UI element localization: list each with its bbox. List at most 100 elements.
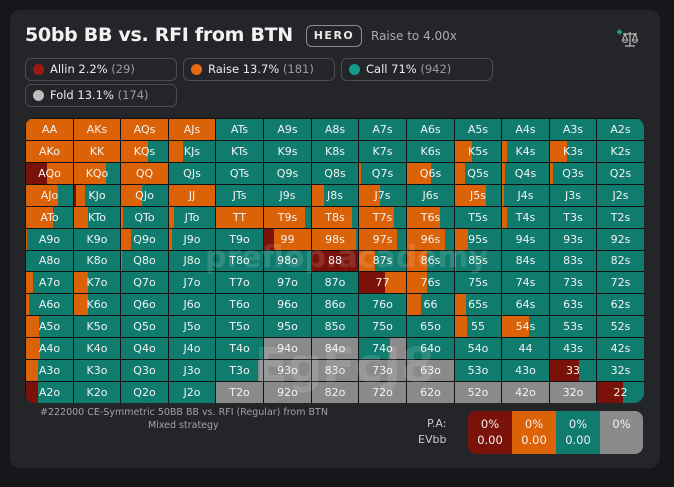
hand-cell[interactable]: 64s <box>502 294 549 315</box>
hand-cell[interactable]: 63s <box>550 294 596 315</box>
hand-cell[interactable]: 42o <box>502 382 549 403</box>
hand-cell[interactable]: J7o <box>169 272 215 293</box>
hand-cell[interactable]: 94o <box>264 338 311 359</box>
hand-cell[interactable]: 96s <box>407 229 454 250</box>
hand-cell[interactable]: 52s <box>597 316 644 337</box>
hand-cell[interactable]: 53o <box>455 360 501 381</box>
hand-cell[interactable]: T3o <box>216 360 263 381</box>
hand-cell[interactable]: J9o <box>169 229 215 250</box>
hand-cell[interactable]: KQo <box>74 163 120 184</box>
hand-cell[interactable]: 22 <box>597 382 644 403</box>
hand-cell[interactable]: 93s <box>550 229 596 250</box>
legend-fold[interactable]: Fold 13.1% (174) <box>25 84 177 107</box>
hand-cell[interactable]: QJs <box>169 163 215 184</box>
hand-cell[interactable]: K6o <box>74 294 120 315</box>
hand-cell[interactable]: J3s <box>550 185 596 206</box>
hand-cell[interactable]: QTo <box>121 207 168 228</box>
hand-cell[interactable]: Q5s <box>455 163 501 184</box>
hand-cell[interactable]: K3o <box>74 360 120 381</box>
legend-raise[interactable]: Raise 13.7% (181) <box>183 58 335 81</box>
hand-cell[interactable]: J3o <box>169 360 215 381</box>
hand-cell[interactable]: J4s <box>502 185 549 206</box>
hand-cell[interactable]: T9o <box>216 229 263 250</box>
hand-cell[interactable]: 77 <box>359 272 406 293</box>
hand-cell[interactable]: 85s <box>455 251 501 271</box>
hand-cell[interactable]: K8o <box>74 251 120 271</box>
hand-cell[interactable]: 88 <box>312 251 358 271</box>
hand-cell[interactable]: Q8s <box>312 163 358 184</box>
hand-cell[interactable]: T8s <box>312 207 358 228</box>
hand-cell[interactable]: A7o <box>26 272 73 293</box>
hand-cell[interactable]: 54o <box>455 338 501 359</box>
hand-cell[interactable]: K3s <box>550 141 596 162</box>
legend-call[interactable]: Call 71% (942) <box>341 58 493 81</box>
hand-cell[interactable]: Q6s <box>407 163 454 184</box>
hand-cell[interactable]: J8s <box>312 185 358 206</box>
hand-cell[interactable]: QJo <box>121 185 168 206</box>
hand-cell[interactable]: 93o <box>264 360 311 381</box>
hand-cell[interactable]: T4o <box>216 338 263 359</box>
hand-cell[interactable]: 74o <box>359 338 406 359</box>
hand-cell[interactable]: Q2o <box>121 382 168 403</box>
hand-cell[interactable]: K2s <box>597 141 644 162</box>
hand-cell[interactable]: QQ <box>121 163 168 184</box>
hand-cell[interactable]: A5s <box>455 119 501 140</box>
hand-cell[interactable]: 85o <box>312 316 358 337</box>
hand-cell[interactable]: 99 <box>264 229 311 250</box>
hand-cell[interactable]: JTo <box>169 207 215 228</box>
hero-badge[interactable]: HERO <box>306 25 362 47</box>
hand-cell[interactable]: J5s <box>455 185 501 206</box>
hand-cell[interactable]: T8o <box>216 251 263 271</box>
hand-cell[interactable]: A4s <box>502 119 549 140</box>
hand-cell[interactable]: 92o <box>264 382 311 403</box>
hand-cell[interactable]: KQs <box>121 141 168 162</box>
hand-cell[interactable]: 65s <box>455 294 501 315</box>
hand-cell[interactable]: KTo <box>74 207 120 228</box>
hand-cell[interactable]: K2o <box>74 382 120 403</box>
hand-cell[interactable]: T9s <box>264 207 311 228</box>
hand-cell[interactable]: 52o <box>455 382 501 403</box>
hand-cell[interactable]: K7o <box>74 272 120 293</box>
hand-cell[interactable]: 98s <box>312 229 358 250</box>
hand-cell[interactable]: 95s <box>455 229 501 250</box>
hand-cell[interactable]: 42s <box>597 338 644 359</box>
hand-cell[interactable]: Q2s <box>597 163 644 184</box>
legend-allin[interactable]: Allin 2.2% (29) <box>25 58 177 81</box>
hand-cell[interactable]: 32o <box>550 382 596 403</box>
hand-cell[interactable]: T6s <box>407 207 454 228</box>
hand-cell[interactable]: Q7s <box>359 163 406 184</box>
hand-cell[interactable]: T2o <box>216 382 263 403</box>
hand-cell[interactable]: ATo <box>26 207 73 228</box>
hand-cell[interactable]: AQo <box>26 163 73 184</box>
hand-cell[interactable]: Q5o <box>121 316 168 337</box>
hand-cell[interactable]: 86o <box>312 294 358 315</box>
hand-cell[interactable]: 72s <box>597 272 644 293</box>
hand-cell[interactable]: J2s <box>597 185 644 206</box>
hand-cell[interactable]: T5s <box>455 207 501 228</box>
hand-cell[interactable]: 75s <box>455 272 501 293</box>
hand-cell[interactable]: 75o <box>359 316 406 337</box>
hand-cell[interactable]: AKs <box>74 119 120 140</box>
hand-cell[interactable]: 76o <box>359 294 406 315</box>
hand-cell[interactable]: K5s <box>455 141 501 162</box>
compare-scale-icon[interactable] <box>614 28 642 50</box>
hand-cell[interactable]: 92s <box>597 229 644 250</box>
hand-cell[interactable]: T6o <box>216 294 263 315</box>
hand-cell[interactable]: KK <box>74 141 120 162</box>
hand-cell[interactable]: K9o <box>74 229 120 250</box>
hand-cell[interactable]: K4o <box>74 338 120 359</box>
hand-cell[interactable]: 97s <box>359 229 406 250</box>
hand-cell[interactable]: J9s <box>264 185 311 206</box>
hand-cell[interactable]: 44 <box>502 338 549 359</box>
hand-cell[interactable]: Q6o <box>121 294 168 315</box>
hand-cell[interactable]: 32s <box>597 360 644 381</box>
hand-cell[interactable]: 84o <box>312 338 358 359</box>
hand-cell[interactable]: 43o <box>502 360 549 381</box>
hand-cell[interactable]: T7s <box>359 207 406 228</box>
hand-cell[interactable]: A4o <box>26 338 73 359</box>
hand-cell[interactable]: Q3o <box>121 360 168 381</box>
hand-cell[interactable]: A9s <box>264 119 311 140</box>
hand-cell[interactable]: J6s <box>407 185 454 206</box>
hand-cell[interactable]: K5o <box>74 316 120 337</box>
hand-cell[interactable]: 83o <box>312 360 358 381</box>
